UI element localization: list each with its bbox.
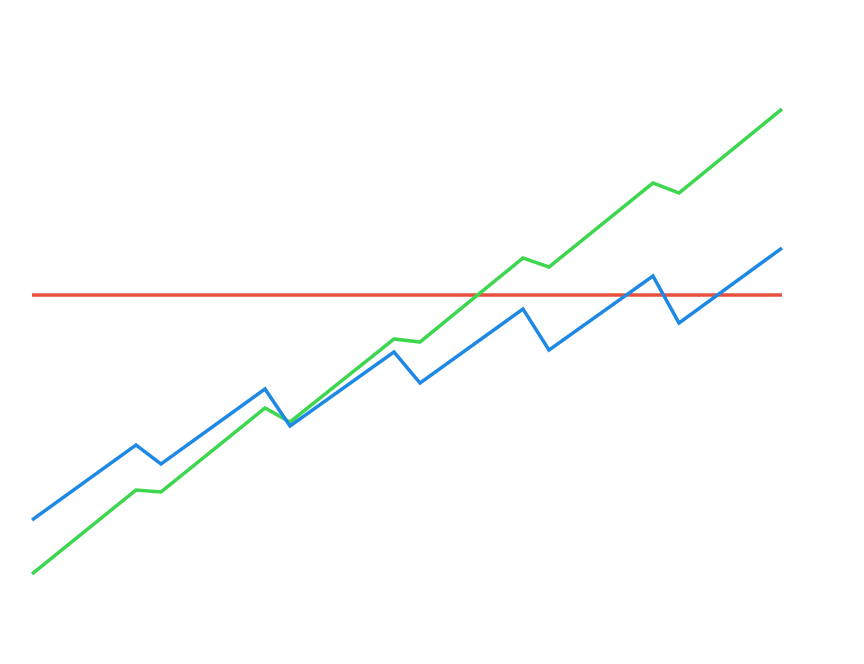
series-line [30, 246, 784, 522]
series-line [30, 107, 784, 576]
